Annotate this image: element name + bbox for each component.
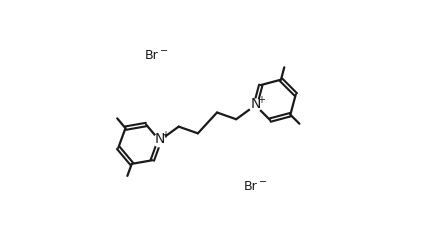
Text: −: − — [259, 177, 267, 187]
Circle shape — [153, 134, 166, 147]
Text: Br: Br — [244, 180, 257, 192]
Text: −: − — [160, 46, 169, 56]
Text: +: + — [161, 130, 169, 140]
Text: Br: Br — [145, 49, 159, 62]
Text: N: N — [155, 132, 165, 146]
Text: +: + — [257, 95, 265, 105]
Text: N: N — [250, 97, 261, 111]
Circle shape — [249, 99, 262, 112]
